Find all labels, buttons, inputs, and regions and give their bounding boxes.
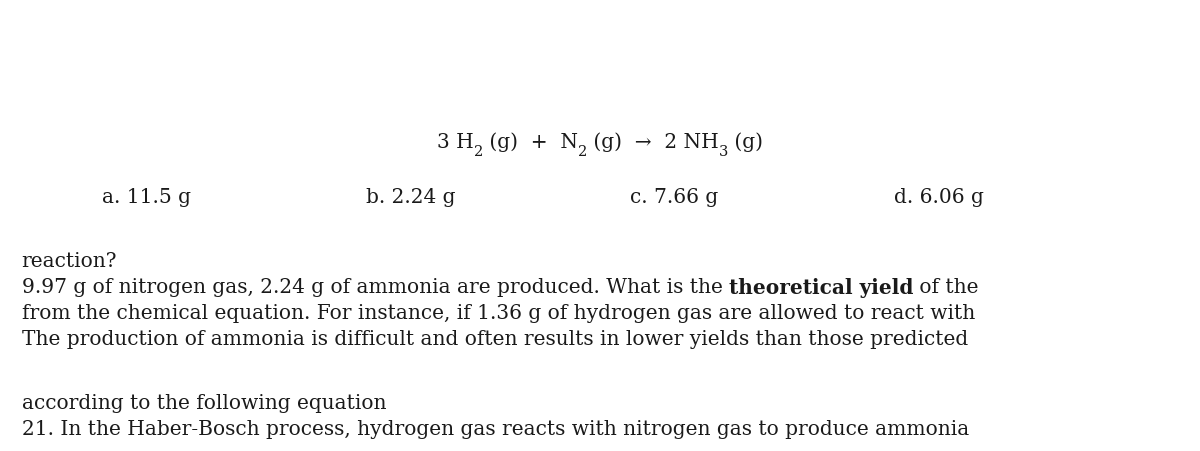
Text: (g)  +  N: (g) + N	[482, 132, 578, 152]
Text: 3: 3	[719, 145, 728, 159]
Text: of the: of the	[913, 277, 979, 296]
Text: theoretical yield: theoretical yield	[728, 277, 913, 297]
Text: from the chemical equation. For instance, if 1.36 g of hydrogen gas are allowed : from the chemical equation. For instance…	[22, 304, 974, 322]
Text: 2: 2	[578, 145, 587, 159]
Text: according to the following equation: according to the following equation	[22, 393, 386, 412]
Text: a. 11.5 g: a. 11.5 g	[102, 188, 191, 207]
Text: b. 2.24 g: b. 2.24 g	[366, 188, 456, 207]
Text: (g)  →  2 NH: (g) → 2 NH	[587, 132, 719, 152]
Text: 9.97 g of nitrogen gas, 2.24 g of ammonia are produced. What is the: 9.97 g of nitrogen gas, 2.24 g of ammoni…	[22, 277, 728, 296]
Text: 21. In the Haber-Bosch process, hydrogen gas reacts with nitrogen gas to produce: 21. In the Haber-Bosch process, hydrogen…	[22, 419, 968, 438]
Text: reaction?: reaction?	[22, 252, 118, 271]
Text: d. 6.06 g: d. 6.06 g	[894, 188, 984, 207]
Text: 3 H: 3 H	[437, 133, 474, 152]
Text: (g): (g)	[728, 132, 763, 152]
Text: c. 7.66 g: c. 7.66 g	[630, 188, 719, 207]
Text: The production of ammonia is difficult and often results in lower yields than th: The production of ammonia is difficult a…	[22, 329, 968, 348]
Text: 2: 2	[474, 145, 482, 159]
